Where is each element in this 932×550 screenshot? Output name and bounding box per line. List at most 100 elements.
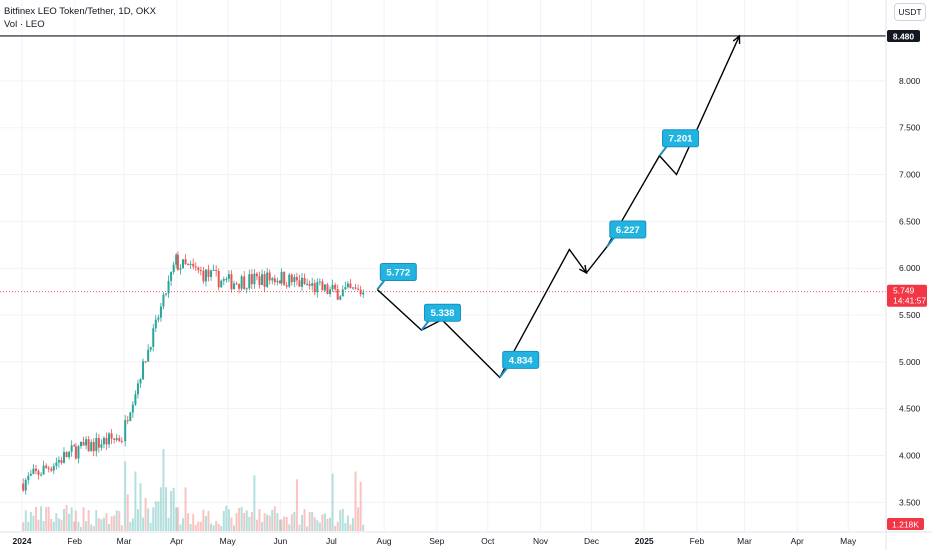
time-tick-label: Apr — [791, 536, 804, 546]
price-callout[interactable]: 4.834 — [498, 350, 540, 379]
candle-body — [222, 279, 225, 281]
callout-label: 6.227 — [616, 225, 640, 236]
price-tick-label: 5.000 — [899, 357, 921, 367]
candle-body — [354, 287, 357, 289]
candle-body — [82, 441, 85, 446]
price-callout[interactable]: 6.227 — [606, 220, 647, 248]
callout-label: 7.201 — [669, 134, 693, 145]
volume-bar — [157, 501, 160, 531]
candle-body — [199, 270, 202, 272]
callout-pointer — [658, 146, 668, 157]
volume-bar — [97, 518, 100, 531]
candle-body — [27, 475, 30, 480]
candle-body — [334, 284, 337, 290]
candle-body — [136, 383, 139, 395]
candle-body — [57, 460, 60, 463]
volume-bar — [147, 508, 150, 531]
candle-body — [255, 273, 258, 277]
candle-body — [301, 277, 303, 287]
candle-body — [34, 468, 37, 472]
volume-bar — [352, 518, 354, 531]
candle-body — [124, 420, 127, 442]
candle-body — [50, 468, 53, 471]
volume-bar — [40, 506, 43, 531]
volume-bar — [280, 519, 283, 531]
price-tick-label: 6.500 — [899, 216, 921, 226]
candle-body — [194, 266, 197, 268]
time-tick-label: Mar — [737, 536, 752, 546]
candle-body — [175, 254, 178, 265]
volume-bar — [266, 514, 269, 531]
candle-body — [192, 263, 195, 267]
time-tick-label: Feb — [690, 536, 705, 546]
volume-bar — [273, 506, 276, 531]
price-scale[interactable]: 8.000 7.500 7.000 6.500 6.000 5.500 5.000 4.500… — [899, 76, 921, 507]
candle-body — [162, 294, 165, 307]
callouts[interactable]: 5.772 5.338 4.834 6.227 7.201 — [376, 129, 699, 379]
candle-body — [245, 288, 248, 290]
volume-bar — [63, 508, 65, 531]
candle-body — [352, 287, 354, 289]
volume-bar — [253, 475, 256, 531]
volume-bar — [77, 521, 80, 531]
candle-body — [100, 444, 103, 448]
target-price-tag: 8.480 — [887, 30, 920, 42]
candle-body — [280, 271, 283, 284]
candle-body — [90, 442, 93, 452]
volume-bar — [115, 510, 118, 531]
candle-body — [167, 280, 170, 294]
volume-bar — [74, 510, 77, 531]
candle-body — [32, 468, 35, 474]
candle-body — [212, 270, 215, 272]
price-callout[interactable]: 5.338 — [420, 303, 461, 331]
callout-box — [379, 263, 417, 282]
price-callout[interactable]: 7.201 — [658, 129, 699, 157]
symbol-title: Bitfinex LEO Token/Tether, 1D, OKX — [4, 6, 156, 17]
price-tick-label: 5.500 — [899, 310, 921, 320]
candle-body — [40, 474, 43, 476]
candle-body — [248, 274, 251, 289]
volume-bar — [263, 513, 266, 531]
volume-bar — [68, 513, 71, 531]
price-callout[interactable]: 5.772 — [376, 263, 417, 291]
candle-body — [308, 283, 311, 286]
candle-body — [293, 276, 296, 283]
candle-body — [276, 280, 279, 283]
volume-bar — [126, 494, 129, 531]
callout-box — [609, 220, 647, 239]
volume-bar — [170, 490, 173, 531]
candle-body — [285, 285, 288, 287]
time-tick-label: Aug — [377, 536, 392, 546]
candle-body — [159, 306, 162, 318]
candle-body — [240, 276, 243, 289]
volume-bar — [80, 526, 82, 531]
price-tick-label: 7.000 — [899, 170, 921, 180]
volume-bar — [204, 515, 207, 531]
volume-bar — [283, 516, 286, 531]
candle-body — [273, 278, 276, 283]
volume-bar — [152, 507, 155, 531]
candle-body — [263, 274, 266, 287]
candle-body — [283, 271, 286, 286]
time-axis[interactable]: 2024 Feb Mar Apr May Jun Jul Aug Sep Oct Nov Dec 202… — [13, 536, 857, 546]
candle-body — [147, 349, 150, 362]
volume-bar — [45, 507, 48, 531]
volume-bar — [276, 513, 279, 531]
candle-body — [65, 452, 68, 458]
candle-body — [318, 281, 321, 283]
volume-bar — [70, 507, 73, 531]
currency-button[interactable]: USDT — [894, 3, 926, 21]
volume-bar — [331, 473, 334, 531]
volume-bar — [90, 524, 93, 531]
price-tick-label: 4.500 — [899, 404, 921, 414]
candle-body — [52, 466, 55, 471]
candle-body — [70, 445, 73, 452]
volume-bar — [248, 516, 251, 531]
candle-body — [306, 283, 309, 285]
candle-body — [37, 471, 40, 475]
projection-line[interactable] — [376, 35, 741, 379]
projection-path[interactable] — [376, 34, 741, 379]
volume-bar — [50, 518, 53, 531]
volume-bar — [37, 519, 40, 531]
